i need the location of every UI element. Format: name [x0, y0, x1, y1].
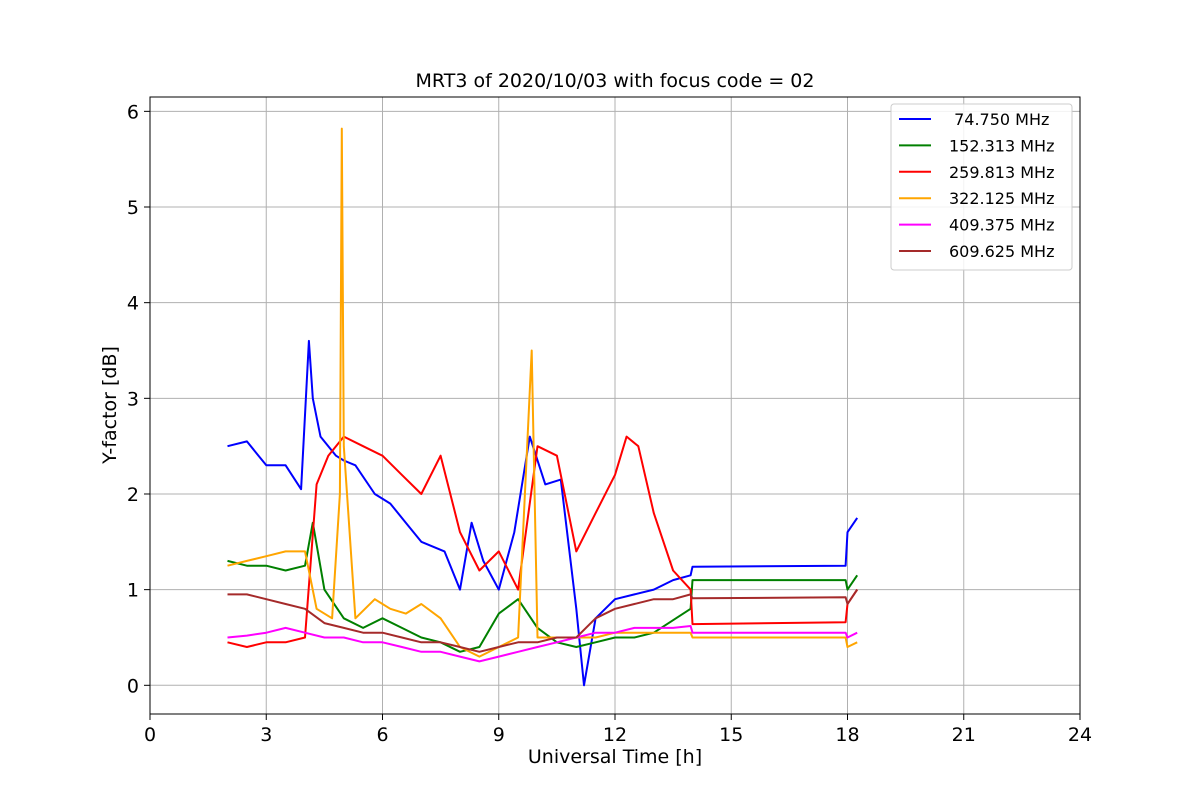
x-tick-label: 0 [144, 724, 156, 746]
x-tick-label: 21 [952, 724, 976, 746]
legend-label-1: 152.313 MHz [949, 136, 1054, 155]
x-tick-label: 15 [719, 724, 743, 746]
series-line-0 [227, 339, 859, 687]
legend-label-0: 74.750 MHz [949, 110, 1049, 129]
y-tick-label: 2 [127, 484, 139, 506]
x-axis-label: Universal Time [h] [528, 746, 702, 768]
x-tick-label: 18 [835, 724, 859, 746]
series-line-5 [227, 589, 859, 653]
legend-label-3: 322.125 MHz [949, 189, 1054, 208]
y-tick-label: 5 [127, 197, 139, 219]
y-tick-label: 0 [127, 675, 139, 697]
y-tick-label: 4 [127, 293, 139, 315]
series-line-3 [227, 127, 858, 658]
y-tick-label: 6 [127, 101, 139, 123]
x-axis: 0 3 6 9 12 15 18 21 24 [144, 714, 1092, 746]
legend-label-2: 259.813 MHz [949, 163, 1054, 182]
y-axis: 0 1 2 3 4 5 6 [127, 101, 150, 697]
x-tick-label: 6 [376, 724, 388, 746]
series-line-1 [227, 521, 859, 653]
y-tick-label: 3 [127, 388, 139, 410]
y-axis-label: Y-factor [dB] [99, 346, 121, 465]
legend-label-4: 409.375 MHz [949, 216, 1054, 235]
legend-label-5: 609.625 MHz [949, 242, 1054, 261]
x-tick-label: 9 [493, 724, 505, 746]
series-line-2 [227, 435, 859, 648]
x-tick-label: 24 [1068, 724, 1092, 746]
series-layer [227, 127, 859, 687]
chart-title: MRT3 of 2020/10/03 with focus code = 02 [416, 70, 815, 92]
legend-box [890, 103, 1073, 271]
y-tick-label: 1 [127, 580, 139, 602]
series-line-4 [227, 625, 858, 663]
legend: 74.750 MHz 152.313 MHz 259.813 MHz 322.125 … [890, 103, 1073, 271]
x-tick-label: 12 [603, 724, 627, 746]
x-tick-label: 3 [260, 724, 272, 746]
